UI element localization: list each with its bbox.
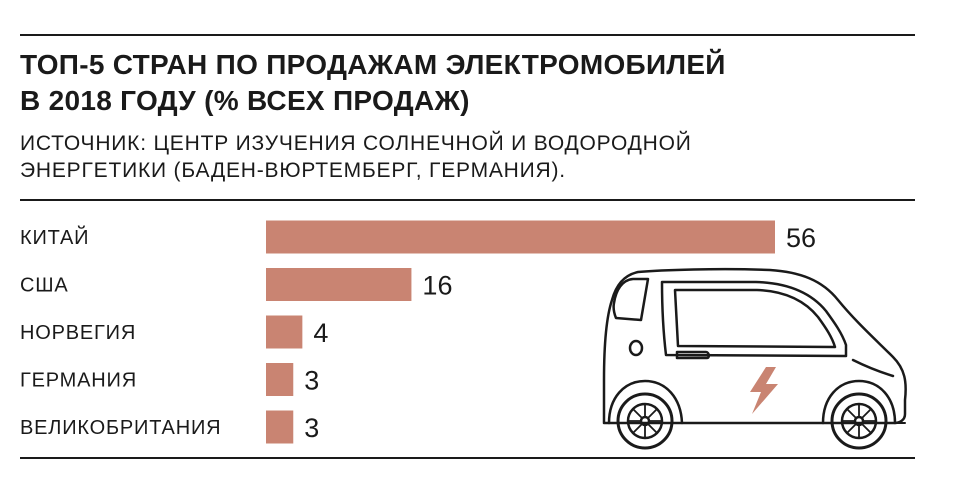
top-rule [20,34,915,36]
chart-source: ИСТОЧНИК: ЦЕНТР ИЗУЧЕНИЯ СОЛНЕЧНОЙ И ВОД… [20,130,920,184]
bottom-rule [20,457,915,459]
bar [266,220,775,254]
value-label: 3 [304,366,319,396]
title-line-1: ТОП-5 СТРАН ПО ПРОДАЖАМ ЭЛЕКТРОМОБИЛЕЙ [20,49,726,80]
category-label: США [20,275,69,297]
value-label: 16 [422,271,452,301]
source-line-2: ЭНЕРГЕТИКИ (БАДЕН-ВЮРТЕМБЕРГ, ГЕРМАНИЯ). [20,159,566,182]
title-line-2: В 2018 ГОДУ (% ВСЕХ ПРОДАЖ) [20,85,470,116]
category-label: ВЕЛИКОБРИТАНИЯ [20,417,221,439]
bar [266,410,294,444]
lightning-bolt-icon [750,367,778,414]
bar [266,363,294,396]
electric-car-icon [602,267,907,450]
category-label: КИТАЙ [20,225,89,249]
bar [266,315,303,349]
value-label: 3 [304,413,319,443]
value-label: 56 [786,223,816,253]
header-divider [20,199,915,201]
bars-layer: КИТАЙ 56 США 16 НОРВЕГИЯ 4 ГЕРМАНИЯ 3 ВЕЛИКОБРИТ… [20,220,816,444]
source-line-1: ИСТОЧНИК: ЦЕНТР ИЗУЧЕНИЯ СОЛНЕЧНОЙ И ВОД… [20,132,692,155]
chart-title: ТОП-5 СТРАН ПО ПРОДАЖАМ ЭЛЕКТРОМОБИЛЕЙ В… [20,47,920,119]
bar [266,268,412,301]
category-label: НОРВЕГИЯ [20,322,136,344]
category-label: ГЕРМАНИЯ [20,370,137,392]
value-label: 4 [313,318,328,348]
